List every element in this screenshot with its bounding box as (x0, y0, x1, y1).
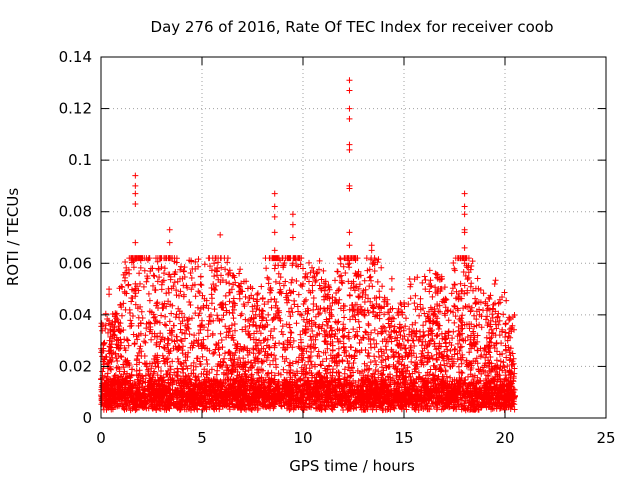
peak-point (289, 234, 296, 241)
plot-frame (100, 56, 607, 419)
peak-point (166, 239, 173, 246)
x-tick-label: 25 (596, 429, 615, 447)
peak-point (346, 141, 353, 148)
chart-title: Day 276 of 2016, Rate Of TEC Index for r… (151, 18, 554, 36)
peak-point (461, 211, 468, 218)
peak-point (506, 317, 513, 324)
peak-point (132, 239, 139, 246)
peak-point (461, 229, 468, 236)
peak-point (461, 260, 468, 267)
peak-point (166, 255, 173, 262)
peak-point (211, 273, 218, 280)
peak-point (346, 260, 353, 267)
x-tick-label: 5 (197, 429, 207, 447)
peak-point (118, 304, 125, 311)
x-tick-label: 0 (96, 429, 106, 447)
peak-point (368, 247, 375, 254)
peak-point (388, 275, 395, 282)
peak-point (271, 265, 278, 272)
peak-point (346, 242, 353, 249)
peak-point (271, 247, 278, 254)
peak-point (346, 77, 353, 84)
peak-point (346, 146, 353, 153)
peak-point (217, 231, 224, 238)
peak-point (271, 213, 278, 220)
y-tick-label: 0.08 (59, 203, 92, 221)
peak-point (346, 185, 353, 192)
peak-point (346, 115, 353, 122)
peak-point (388, 286, 395, 293)
peak-point (132, 172, 139, 179)
peak-point (427, 283, 434, 290)
data-points (98, 77, 518, 414)
x-tick-label: 20 (495, 429, 514, 447)
peak-point (289, 260, 296, 267)
y-tick-label: 0.02 (59, 357, 92, 375)
peak-point (346, 229, 353, 236)
peak-point (346, 105, 353, 112)
peak-point (118, 283, 125, 290)
peak-point (211, 286, 218, 293)
peak-point (289, 211, 296, 218)
peak-point (461, 190, 468, 197)
peak-point (106, 291, 113, 298)
peak-point (132, 200, 139, 207)
peak-point (106, 286, 113, 293)
peak-point (166, 226, 173, 233)
peak-point (132, 286, 139, 293)
peak-point (132, 280, 139, 287)
peak-point (289, 221, 296, 228)
y-tick-label: 0.06 (59, 254, 92, 272)
y-tick-label: 0.04 (59, 306, 92, 324)
x-tick-label: 15 (394, 429, 413, 447)
y-tick-label: 0.1 (68, 151, 92, 169)
y-tick-label: 0.14 (59, 48, 92, 66)
peak-point (211, 260, 218, 267)
y-axis-title: ROTI / TECUs (4, 188, 22, 286)
y-tick-label: 0.12 (59, 100, 92, 118)
x-axis-title: GPS time / hours (289, 457, 415, 475)
peak-point (368, 242, 375, 249)
peak-point (271, 203, 278, 210)
peak-point (271, 229, 278, 236)
peak-point (346, 87, 353, 94)
peak-point (300, 280, 306, 287)
y-tick-label: 0 (82, 409, 92, 427)
noise-points (98, 255, 518, 414)
axis-ticks: 0 5 10 15 20 25 0 0.02 0.04 0.06 0.08 0.1 0.12 0.14 (59, 48, 616, 447)
peak-point (300, 265, 306, 272)
peak-point (132, 182, 139, 189)
peak-point (461, 244, 468, 251)
peak-point (132, 190, 139, 197)
peak-point (271, 190, 278, 197)
peak-point (461, 203, 468, 210)
x-tick-label: 10 (293, 429, 312, 447)
